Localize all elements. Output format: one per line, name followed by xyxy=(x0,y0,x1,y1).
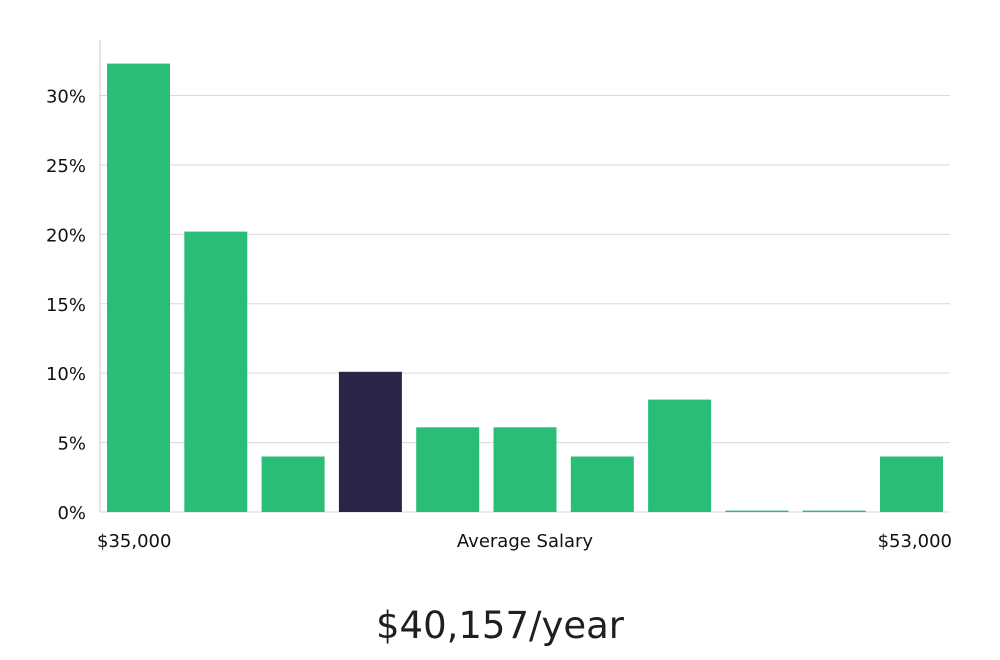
bar xyxy=(493,427,557,512)
x-labels: $35,000 Average Salary $53,000 xyxy=(97,531,952,552)
salary-histogram-chart: 0% 5% 10% 15% 20% 25% 30% $35,000 Average Sala… xyxy=(46,40,952,552)
bar xyxy=(570,456,634,512)
average-salary-headline: $40,157/year xyxy=(375,604,624,647)
bar xyxy=(261,456,325,512)
y-tick-labels: 0% 5% 10% 15% 20% 25% 30% xyxy=(46,87,86,524)
x-max-label: $53,000 xyxy=(878,531,952,552)
bar-highlighted xyxy=(338,371,402,512)
bar xyxy=(107,63,170,512)
bar xyxy=(416,427,480,512)
bars xyxy=(107,63,943,512)
bar xyxy=(725,510,789,512)
y-tick-label: 20% xyxy=(46,225,86,246)
x-axis-title: Average Salary xyxy=(457,531,594,552)
y-tick-label: 0% xyxy=(57,503,86,524)
y-tick-label: 30% xyxy=(46,87,86,108)
bar xyxy=(802,510,866,512)
bar xyxy=(880,456,943,512)
y-tick-label: 15% xyxy=(46,295,86,316)
y-tick-label: 25% xyxy=(46,156,86,177)
bar xyxy=(648,399,712,512)
x-min-label: $35,000 xyxy=(97,531,171,552)
y-tick-label: 10% xyxy=(46,364,86,385)
bar xyxy=(184,231,248,512)
y-tick-label: 5% xyxy=(57,434,86,455)
